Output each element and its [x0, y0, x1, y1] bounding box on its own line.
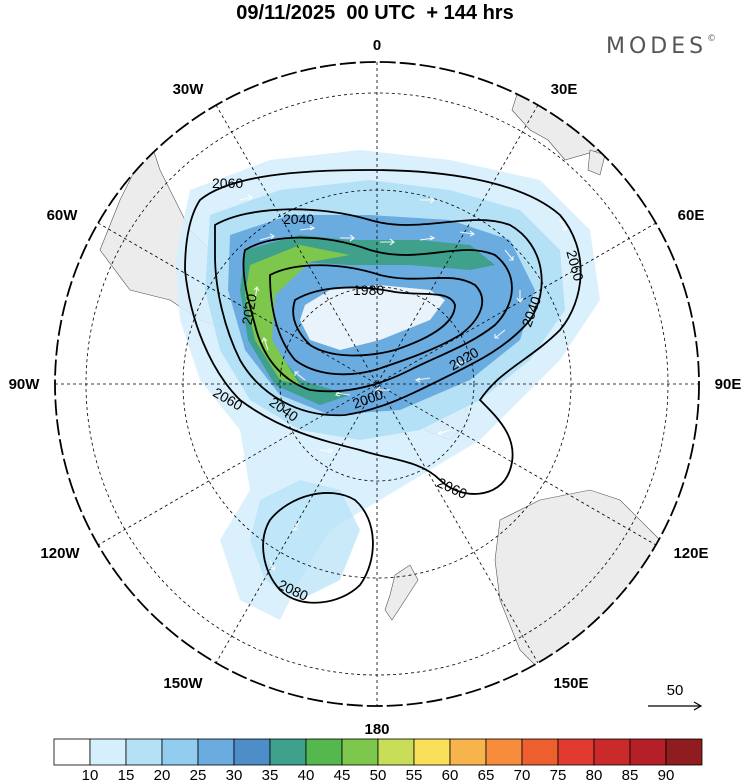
lon-label-150e: 150E	[553, 675, 588, 692]
lon-label-120e: 120E	[673, 545, 708, 562]
colorbar-swatch	[233, 738, 271, 766]
wind-vectors	[239, 194, 567, 571]
colorbar-tick-label: 85	[622, 767, 639, 782]
landmass-madagascar	[587, 149, 606, 176]
colorbar-swatch	[629, 738, 667, 766]
colorbar-swatch	[161, 738, 199, 766]
graticule	[55, 62, 699, 706]
colorbar-tick-label: 75	[550, 767, 567, 782]
contour-label: 2020	[239, 292, 260, 326]
lon-label-30e: 30E	[551, 81, 578, 98]
lon-label-60e: 60E	[678, 207, 705, 224]
colorbar: 10 15 20 25 30 35 40 45 50 55 60 65 70 75 80 85 90	[53, 738, 703, 782]
colorbar-tick-label: 80	[586, 767, 603, 782]
lon-label-60w: 60W	[47, 207, 79, 224]
colorbar-tick-label: 35	[262, 767, 279, 782]
colorbar-tick-label: 10	[82, 767, 99, 782]
colorbar-tick-label: 65	[478, 767, 495, 782]
brand-name: MODES	[606, 34, 708, 59]
colorbar-tick-label: 30	[226, 767, 243, 782]
colorbar-swatch	[593, 738, 631, 766]
map-title: 09/11/2025 00 UTC + 144 hrs	[236, 2, 514, 24]
contour-label: 2040	[283, 211, 314, 227]
colorbar-tick-label: 55	[406, 767, 423, 782]
colorbar-tick-label: 90	[658, 767, 675, 782]
reference-vector-label: 50	[667, 682, 684, 699]
colorbar-tick-label: 25	[190, 767, 207, 782]
lon-label-180: 180	[364, 721, 389, 738]
wind-shade-south-lobe	[250, 480, 360, 600]
contour-label: 1980	[353, 282, 384, 298]
contour-label: 2060	[435, 474, 470, 502]
colorbar-tick-label: 15	[118, 767, 135, 782]
map-boundary	[54, 61, 700, 707]
lon-label-30w: 30W	[173, 81, 205, 98]
contour-2060	[184, 169, 582, 495]
contour-2040	[214, 208, 543, 417]
colorbar-tick-label: 70	[514, 767, 531, 782]
colorbar-swatch	[449, 738, 487, 766]
reference-vector: 50	[648, 682, 703, 711]
wind-shade-40	[240, 235, 495, 405]
colorbar-swatch	[665, 738, 703, 766]
contour-2080	[262, 492, 374, 604]
contour-2020	[242, 236, 513, 393]
colorbar-tick-label: 45	[334, 767, 351, 782]
lon-label-150w: 150W	[163, 675, 203, 692]
contour-label: 2060	[563, 248, 587, 282]
contour-1980	[292, 286, 456, 357]
brand-logo: MODES©	[606, 34, 716, 59]
colorbar-swatch	[485, 738, 523, 766]
wind-shade-50	[245, 245, 350, 385]
lon-label-120w: 120W	[40, 545, 80, 562]
wind-shade-hole	[300, 285, 445, 350]
colorbar-swatch	[413, 738, 451, 766]
colorbar-swatch	[197, 738, 235, 766]
colorbar-swatch	[53, 738, 91, 766]
colorbar-tick-label: 60	[442, 767, 459, 782]
colorbar-swatch	[125, 738, 163, 766]
landmass-new-zealand	[384, 564, 419, 621]
contour-labels: 2060 2040 1980 2020 2060 2040 2020 2000 …	[210, 175, 587, 604]
colorbar-tick-label: 20	[154, 767, 171, 782]
lon-label-90e: 90E	[715, 376, 742, 393]
height-contours	[184, 169, 582, 604]
colorbar-tick-label: 50	[370, 767, 387, 782]
colorbar-tick-label: 40	[298, 767, 315, 782]
colorbar-swatch	[89, 738, 127, 766]
longitude-labels: 0 30E 60E 90E 120E 150E 180 150W 120W 90…	[9, 37, 742, 738]
colorbar-swatch	[269, 738, 307, 766]
copyright-mark: ©	[707, 34, 717, 44]
colorbar-swatch	[521, 738, 559, 766]
reference-arrow-head	[693, 701, 703, 711]
colorbar-swatch	[305, 738, 343, 766]
lon-label-90w: 90W	[9, 376, 41, 393]
colorbar-swatch	[341, 738, 379, 766]
lon-label-0: 0	[373, 37, 381, 54]
contour-label: 2060	[212, 175, 243, 191]
colorbar-swatch	[557, 738, 595, 766]
contour-2000	[269, 264, 484, 376]
colorbar-swatch	[377, 738, 415, 766]
